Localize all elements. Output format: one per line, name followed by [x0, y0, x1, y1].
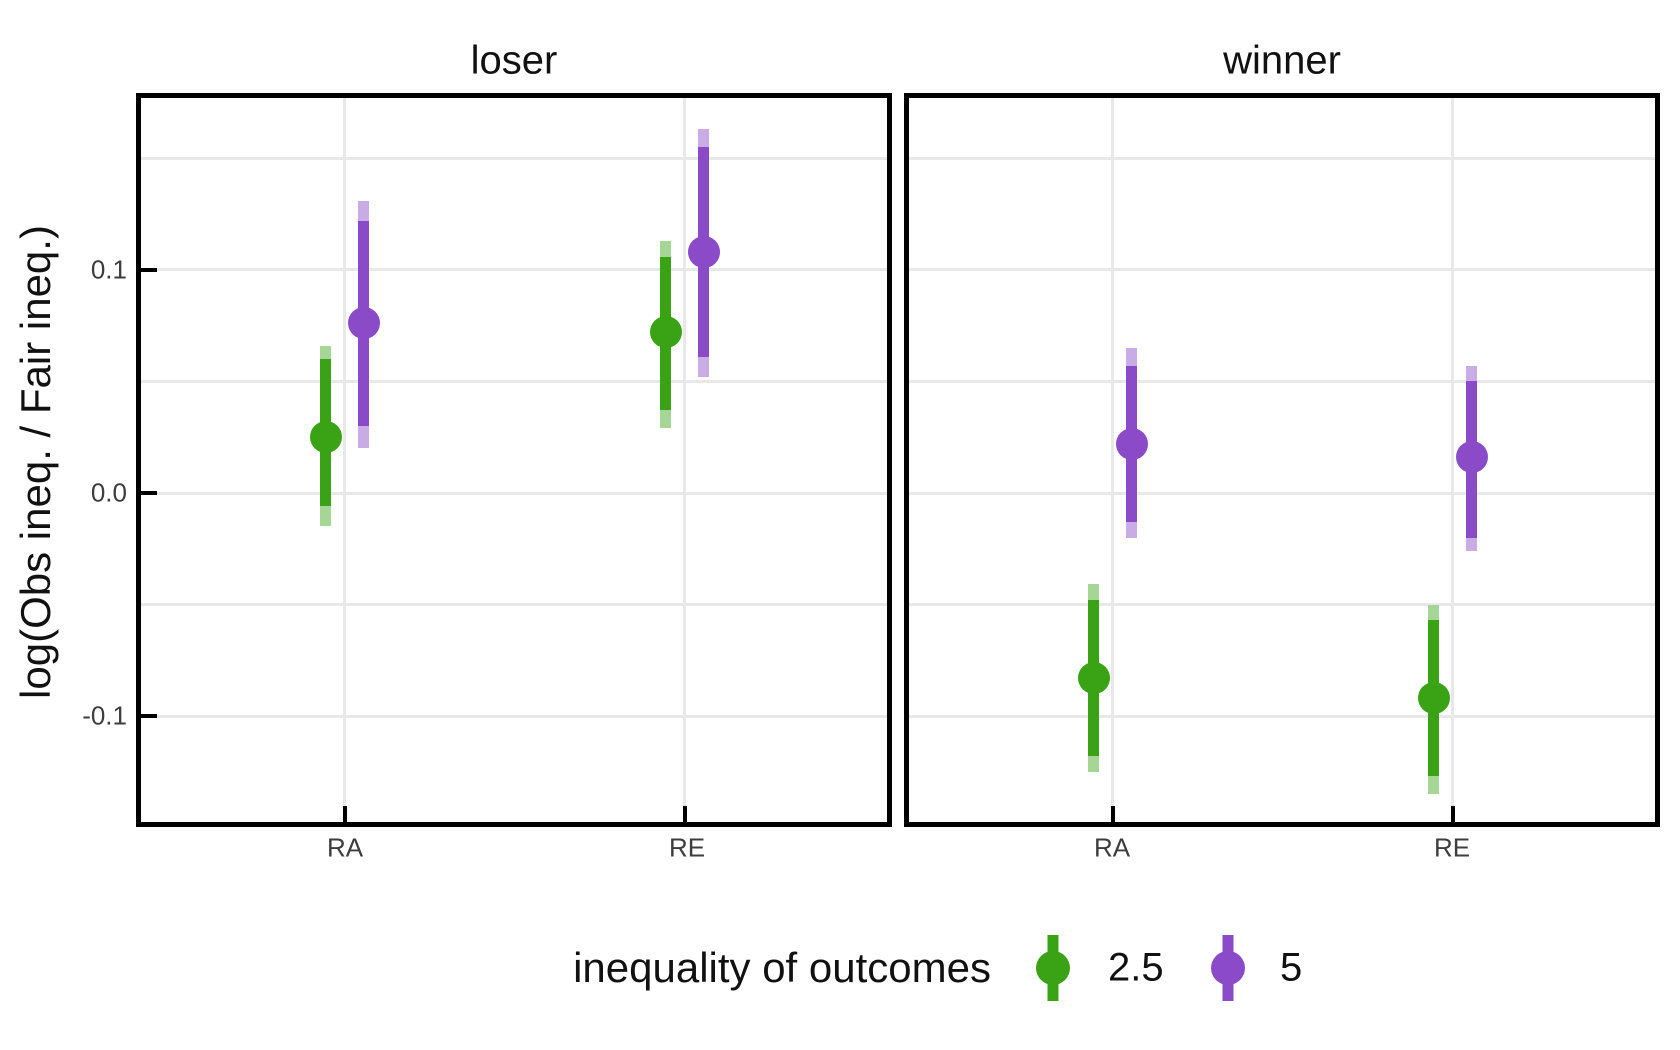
facet-title-winner: winner [1223, 38, 1341, 83]
legend-label-2.5: 2.5 [1108, 945, 1164, 990]
gridline-horizontal-0 [141, 491, 887, 495]
panel-loser [136, 93, 892, 827]
x-tick-mark-RA [342, 806, 347, 822]
facet-title-loser: loser [470, 38, 558, 83]
legend-key-2.5 [1033, 935, 1073, 1001]
gridline-horizontal-0.05 [141, 379, 887, 383]
gridline-horizontal-0.05 [909, 379, 1655, 383]
gridline-horizontal--0.05 [141, 603, 887, 607]
x-tick-label-winner-re: RE [1433, 832, 1471, 863]
mean-point-loser-RA-5 [347, 307, 380, 340]
y-tick-label--0.1: -0.1 [82, 700, 127, 731]
gridline-horizontal-0.15 [909, 156, 1655, 160]
gridline-horizontal-0.1 [141, 268, 887, 272]
gridline-vertical-RA [1111, 98, 1115, 822]
mean-point-winner-RE-2.5 [1417, 682, 1450, 715]
y-tick-mark--0.1 [141, 714, 157, 719]
y-tick-mark-0 [141, 491, 157, 495]
y-axis-title: log(Obs ineq. / Fair ineq.) [12, 225, 59, 699]
y-tick-label-0.1: 0.1 [90, 254, 127, 285]
mean-point-loser-RE-5 [687, 236, 720, 269]
x-tick-mark-RE [682, 806, 687, 822]
x-tick-label-loser-ra: RA [326, 832, 364, 863]
pointrange-icon [1222, 935, 1234, 1001]
point-icon [1211, 951, 1245, 985]
gridline-vertical-RE [1451, 98, 1455, 822]
pointrange-icon [1047, 935, 1059, 1001]
mean-point-winner-RE-5 [1455, 441, 1488, 474]
legend-label-5: 5 [1280, 945, 1303, 990]
x-tick-mark-RE [1450, 806, 1455, 822]
mean-point-loser-RE-2.5 [649, 316, 682, 349]
mean-point-winner-RA-5 [1115, 427, 1148, 460]
legend-title: inequality of outcomes [573, 944, 991, 991]
mean-point-loser-RA-2.5 [309, 421, 342, 454]
y-tick-label-0.0: 0.0 [90, 477, 127, 508]
gridline-vertical-RA [343, 98, 347, 822]
gridline-vertical-RE [683, 98, 687, 822]
x-tick-label-loser-re: RE [668, 832, 706, 863]
gridline-horizontal-0.1 [909, 268, 1655, 272]
gridline-horizontal--0.1 [909, 714, 1655, 718]
panel-winner [904, 93, 1660, 827]
legend-key-5 [1208, 935, 1248, 1001]
gridline-horizontal--0.1 [141, 714, 887, 718]
gridline-horizontal-0 [909, 491, 1655, 495]
y-tick-mark-0.1 [141, 267, 157, 272]
gridline-horizontal-0.15 [141, 156, 887, 160]
x-tick-label-winner-ra: RA [1093, 832, 1131, 863]
x-tick-mark-RA [1110, 806, 1115, 822]
point-icon [1036, 951, 1070, 985]
gridline-horizontal--0.05 [909, 603, 1655, 607]
mean-point-winner-RA-2.5 [1077, 662, 1110, 695]
